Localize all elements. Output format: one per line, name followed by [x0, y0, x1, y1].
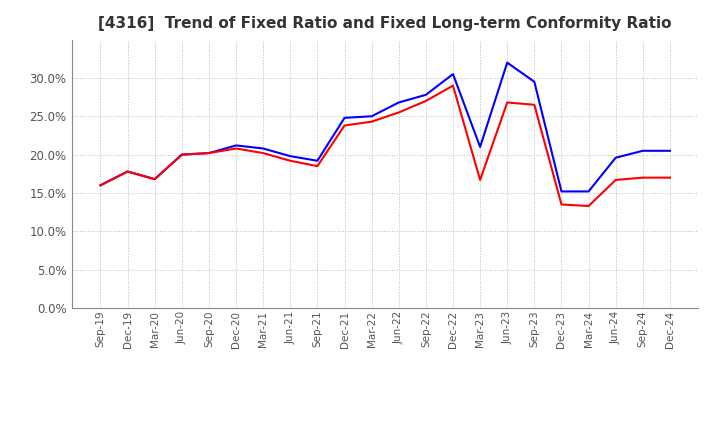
Fixed Long-term Conformity Ratio — [123, 169, 132, 174]
Fixed Long-term Conformity Ratio — [232, 146, 240, 151]
Fixed Ratio — [503, 60, 511, 65]
Fixed Ratio — [639, 148, 647, 154]
Fixed Ratio — [123, 169, 132, 174]
Fixed Long-term Conformity Ratio — [367, 119, 376, 124]
Fixed Long-term Conformity Ratio — [204, 150, 213, 156]
Fixed Ratio — [367, 114, 376, 119]
Fixed Ratio — [476, 144, 485, 150]
Line: Fixed Long-term Conformity Ratio: Fixed Long-term Conformity Ratio — [101, 86, 670, 206]
Fixed Long-term Conformity Ratio — [259, 150, 268, 156]
Fixed Long-term Conformity Ratio — [150, 176, 159, 182]
Fixed Long-term Conformity Ratio — [639, 175, 647, 180]
Fixed Long-term Conformity Ratio — [611, 177, 620, 183]
Fixed Ratio — [96, 183, 105, 188]
Fixed Ratio — [178, 152, 186, 157]
Fixed Long-term Conformity Ratio — [421, 98, 430, 103]
Line: Fixed Ratio: Fixed Ratio — [101, 62, 670, 191]
Fixed Ratio — [204, 150, 213, 156]
Fixed Long-term Conformity Ratio — [584, 203, 593, 209]
Fixed Long-term Conformity Ratio — [557, 202, 566, 207]
Fixed Long-term Conformity Ratio — [96, 183, 105, 188]
Fixed Long-term Conformity Ratio — [341, 123, 349, 128]
Title: [4316]  Trend of Fixed Ratio and Fixed Long-term Conformity Ratio: [4316] Trend of Fixed Ratio and Fixed Lo… — [99, 16, 672, 32]
Fixed Ratio — [259, 146, 268, 151]
Fixed Ratio — [286, 154, 294, 159]
Fixed Long-term Conformity Ratio — [530, 102, 539, 107]
Fixed Ratio — [611, 155, 620, 160]
Fixed Long-term Conformity Ratio — [395, 110, 403, 115]
Fixed Long-term Conformity Ratio — [313, 164, 322, 169]
Fixed Ratio — [341, 115, 349, 121]
Fixed Ratio — [530, 79, 539, 84]
Fixed Long-term Conformity Ratio — [476, 177, 485, 183]
Fixed Ratio — [557, 189, 566, 194]
Fixed Long-term Conformity Ratio — [449, 83, 457, 88]
Fixed Long-term Conformity Ratio — [665, 175, 674, 180]
Fixed Ratio — [449, 71, 457, 77]
Fixed Long-term Conformity Ratio — [286, 158, 294, 163]
Fixed Ratio — [421, 92, 430, 97]
Fixed Ratio — [150, 176, 159, 182]
Fixed Long-term Conformity Ratio — [503, 100, 511, 105]
Fixed Ratio — [232, 143, 240, 148]
Fixed Long-term Conformity Ratio — [178, 152, 186, 157]
Fixed Ratio — [584, 189, 593, 194]
Fixed Ratio — [313, 158, 322, 163]
Fixed Ratio — [395, 100, 403, 105]
Fixed Ratio — [665, 148, 674, 154]
